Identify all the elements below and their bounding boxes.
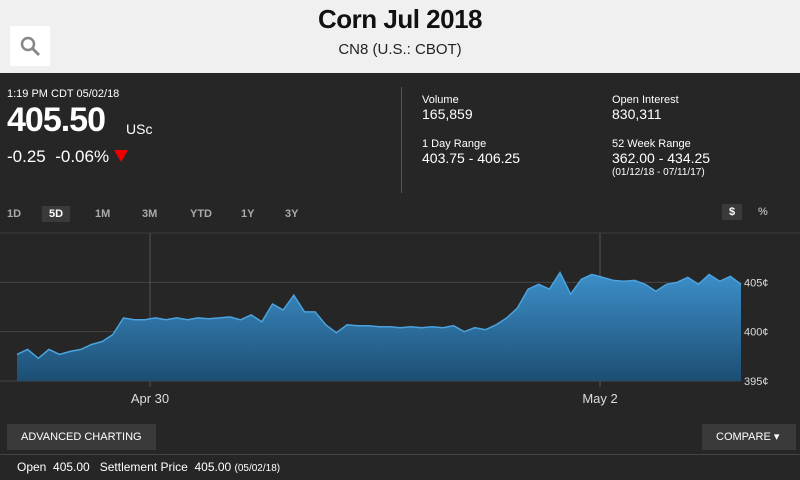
y-tick-label: 400¢	[744, 327, 768, 339]
settle-value: 405.00	[194, 460, 232, 474]
open-label: Open	[17, 460, 47, 474]
range-tab[interactable]: 1D	[7, 208, 22, 220]
unit-toggle[interactable]: $	[722, 204, 743, 220]
stat-label: 1 Day Range	[422, 138, 487, 150]
range-tab[interactable]: YTD	[190, 208, 212, 220]
stat-value: 830,311	[612, 106, 662, 122]
price: 405.50	[7, 101, 106, 139]
subtitle: CN8 (U.S.: CBOT)	[338, 41, 462, 58]
settle-date: (05/02/18)	[234, 463, 281, 474]
search-icon	[20, 36, 41, 57]
down-arrow	[113, 150, 128, 162]
stat-value: 403.75 - 406.25	[422, 150, 521, 166]
header: Corn Jul 2018 CN8 (U.S.: CBOT)	[0, 0, 800, 73]
x-tick-label: Apr 30	[131, 391, 169, 406]
change-value: -0.25	[7, 147, 46, 166]
range-tab[interactable]: 1M	[95, 208, 111, 220]
open-value: 405.00	[53, 460, 90, 474]
change: -0.25 -0.06%	[7, 147, 128, 167]
range-tab[interactable]: 5D	[42, 206, 71, 222]
search-button[interactable]	[10, 26, 50, 66]
divider	[0, 454, 800, 455]
settle-label: Settlement Price	[99, 460, 188, 474]
title: Corn Jul 2018	[317, 4, 483, 34]
stat-label: 52 Week Range	[612, 138, 691, 150]
range-tab[interactable]: 3M	[142, 208, 158, 220]
line	[16, 270, 742, 360]
compare-button[interactable]: COMPARE ▾	[702, 424, 796, 450]
unit-toggle[interactable]: %	[758, 206, 768, 218]
x-tick-label: May 2	[582, 391, 617, 406]
stat-value: 165,859	[422, 106, 473, 122]
y-tick-label: 405¢	[744, 277, 768, 289]
quote-time: 1:19 PM CDT 05/02/18	[7, 88, 120, 100]
y-tick-label: 395¢	[744, 376, 768, 388]
compare-label: COMPARE	[716, 431, 771, 443]
advanced-charting-button[interactable]: ADVANCED CHARTING	[7, 424, 156, 450]
unit: USc	[126, 121, 153, 137]
stat-label: Open Interest	[612, 94, 679, 106]
stat-note: (01/12/18 - 07/11/17)	[612, 167, 705, 178]
stat-value: 362.00 - 434.25	[612, 150, 711, 166]
stat-label: Volume	[422, 94, 459, 106]
change-pct: -0.06%	[55, 147, 110, 166]
footer: Open 405.00 Settlement Price 405.00 (05/…	[17, 460, 280, 474]
range-tab[interactable]: 3Y	[285, 208, 299, 220]
separator	[401, 87, 402, 193]
chart: 395¢ 400¢ 405¢ Apr 30 May 2	[0, 232, 800, 406]
range-tab[interactable]: 1Y	[241, 208, 255, 220]
